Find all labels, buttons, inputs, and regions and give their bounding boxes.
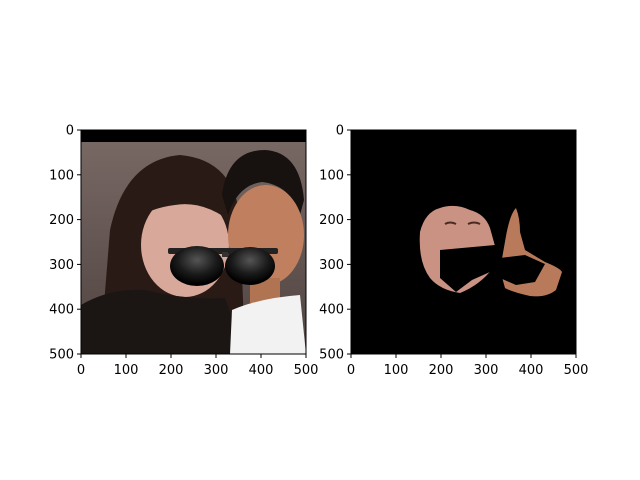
left-x-tick-label: 0: [77, 363, 85, 378]
left-y-tick-label: 200: [49, 213, 74, 228]
left-image: [81, 130, 306, 354]
right-y-tick-label: 0: [336, 124, 344, 139]
right-image: [351, 130, 576, 354]
right-y-tick-label: 200: [319, 213, 344, 228]
left-x-tick-label: 300: [204, 363, 229, 378]
right-x-tick-label: 200: [429, 363, 454, 378]
left-x-tick-label: 100: [114, 363, 139, 378]
left-y-tick-label: 500: [49, 348, 74, 363]
left-y-tick-label: 100: [49, 168, 74, 183]
left-y-tick-label: 0: [66, 124, 74, 139]
right-x-tick-label: 400: [519, 363, 544, 378]
right-x-tick-label: 300: [474, 363, 499, 378]
left-x-tick-label: 500: [294, 363, 319, 378]
right-y-tick-label: 300: [319, 258, 344, 273]
right-x-tick-label: 500: [564, 363, 589, 378]
left-x-tick-label: 200: [159, 363, 184, 378]
right-y-tick-label: 100: [319, 168, 344, 183]
right-y-tick-label: 400: [319, 303, 344, 318]
right-axes-frame: [350, 129, 577, 355]
right-y-tick-label: 500: [319, 348, 344, 363]
left-axes-frame: [80, 129, 307, 355]
right-x-tick-label: 100: [384, 363, 409, 378]
sunglasses-overlay: [168, 246, 278, 286]
right-x-tick-label: 0: [347, 363, 355, 378]
left-y-tick-label: 300: [49, 258, 74, 273]
left-x-tick-label: 400: [249, 363, 274, 378]
left-y-tick-label: 400: [49, 303, 74, 318]
